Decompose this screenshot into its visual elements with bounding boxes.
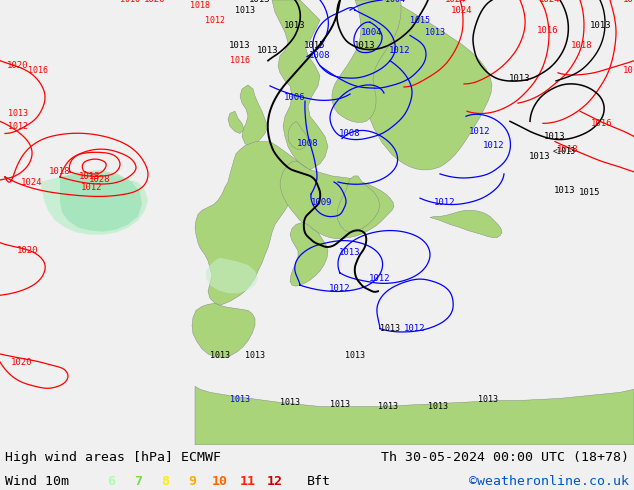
Polygon shape: [228, 111, 244, 133]
Text: 1018: 1018: [557, 145, 579, 154]
Text: 1012: 1012: [389, 46, 411, 55]
Text: 1013: 1013: [378, 402, 398, 411]
Text: 9: 9: [189, 475, 197, 489]
Text: 1013: 1013: [249, 0, 271, 4]
Text: 1024: 1024: [445, 0, 467, 4]
Polygon shape: [280, 162, 394, 239]
Text: 1013: 1013: [257, 46, 279, 55]
Text: 1012: 1012: [404, 324, 426, 333]
Text: 1006: 1006: [284, 93, 306, 101]
Polygon shape: [240, 85, 268, 147]
Text: 1012: 1012: [369, 273, 391, 283]
Text: 1013: 1013: [544, 132, 566, 141]
Polygon shape: [206, 258, 258, 293]
Text: 1013: 1013: [210, 351, 230, 361]
Text: 1013: 1013: [245, 351, 265, 361]
Text: 1018: 1018: [190, 0, 210, 10]
Text: ©weatheronline.co.uk: ©weatheronline.co.uk: [469, 475, 629, 489]
Text: 1015: 1015: [304, 41, 326, 50]
Text: 1013: 1013: [230, 41, 251, 50]
Polygon shape: [192, 303, 255, 358]
Polygon shape: [288, 122, 308, 149]
Text: 1013: 1013: [428, 402, 448, 411]
Polygon shape: [40, 174, 148, 235]
Text: 10: 10: [212, 475, 228, 489]
Text: 1016: 1016: [592, 119, 612, 128]
Text: 1013: 1013: [509, 74, 531, 83]
Text: 1018: 1018: [623, 66, 634, 75]
Text: 1013: 1013: [284, 21, 306, 30]
Text: 6: 6: [107, 475, 115, 489]
Text: 1013: 1013: [79, 172, 101, 181]
Polygon shape: [362, 0, 492, 170]
Text: 1013: 1013: [280, 398, 300, 407]
Text: High wind areas [hPa] ECMWF: High wind areas [hPa] ECMWF: [5, 451, 221, 464]
Text: 1012: 1012: [81, 183, 103, 192]
Text: 1004: 1004: [385, 0, 405, 4]
Text: 1013: 1013: [380, 324, 400, 333]
Polygon shape: [195, 386, 634, 445]
Text: 1020: 1020: [11, 358, 33, 367]
Text: 1013: 1013: [345, 351, 365, 361]
Text: 1020: 1020: [145, 0, 165, 4]
Polygon shape: [332, 0, 401, 122]
Text: 1016: 1016: [120, 0, 140, 4]
Text: Wind 10m: Wind 10m: [5, 475, 69, 489]
Text: 1012: 1012: [329, 284, 351, 293]
Text: 1016: 1016: [28, 66, 48, 75]
Polygon shape: [195, 142, 310, 305]
Text: <1013: <1013: [552, 147, 576, 156]
Polygon shape: [430, 210, 502, 238]
Text: 1013: 1013: [354, 41, 376, 50]
Polygon shape: [60, 170, 142, 232]
Text: Th 30-05-2024 00:00 UTC (18+78): Th 30-05-2024 00:00 UTC (18+78): [381, 451, 629, 464]
Text: 1012: 1012: [469, 127, 491, 136]
Text: 1008: 1008: [339, 129, 361, 138]
Polygon shape: [337, 176, 380, 233]
Text: 7: 7: [134, 475, 142, 489]
Text: 1015: 1015: [410, 16, 430, 24]
Polygon shape: [272, 0, 328, 170]
Text: 12: 12: [266, 475, 283, 489]
Text: 1013: 1013: [478, 395, 498, 404]
Text: 1009: 1009: [311, 198, 333, 207]
Text: 1024: 1024: [22, 177, 42, 187]
Text: 1024: 1024: [451, 5, 473, 15]
Text: 1024: 1024: [540, 0, 560, 4]
Text: 1013: 1013: [235, 5, 255, 15]
Text: 1013: 1013: [339, 248, 361, 257]
Text: 1013: 1013: [529, 152, 551, 161]
Text: 1028: 1028: [89, 175, 111, 185]
Text: 1020: 1020: [7, 61, 29, 70]
Text: 1020: 1020: [17, 246, 39, 255]
Text: 1013: 1013: [554, 186, 576, 195]
Text: 1013: 1013: [590, 21, 612, 30]
Text: 1013: 1013: [230, 395, 250, 404]
Text: 1004: 1004: [361, 28, 383, 37]
Polygon shape: [290, 222, 328, 286]
Text: 1012: 1012: [434, 198, 456, 207]
Text: 8: 8: [162, 475, 169, 489]
Text: 1012: 1012: [205, 16, 225, 24]
Text: 1016: 1016: [230, 56, 250, 65]
Text: 1013: 1013: [425, 28, 445, 37]
Text: 1013: 1013: [8, 109, 28, 118]
Text: 1018: 1018: [571, 41, 593, 50]
Text: 1016: 1016: [623, 0, 634, 4]
Text: 1016: 1016: [537, 26, 559, 35]
Text: 1015: 1015: [579, 188, 601, 196]
Text: 1012: 1012: [483, 141, 505, 150]
Text: 1008: 1008: [309, 51, 331, 60]
Text: 1012: 1012: [8, 122, 28, 131]
Text: 11: 11: [239, 475, 256, 489]
Text: 1008: 1008: [297, 139, 319, 148]
Text: Bft: Bft: [307, 475, 331, 489]
Text: 1013: 1013: [330, 400, 350, 409]
Text: 1018: 1018: [49, 168, 71, 176]
